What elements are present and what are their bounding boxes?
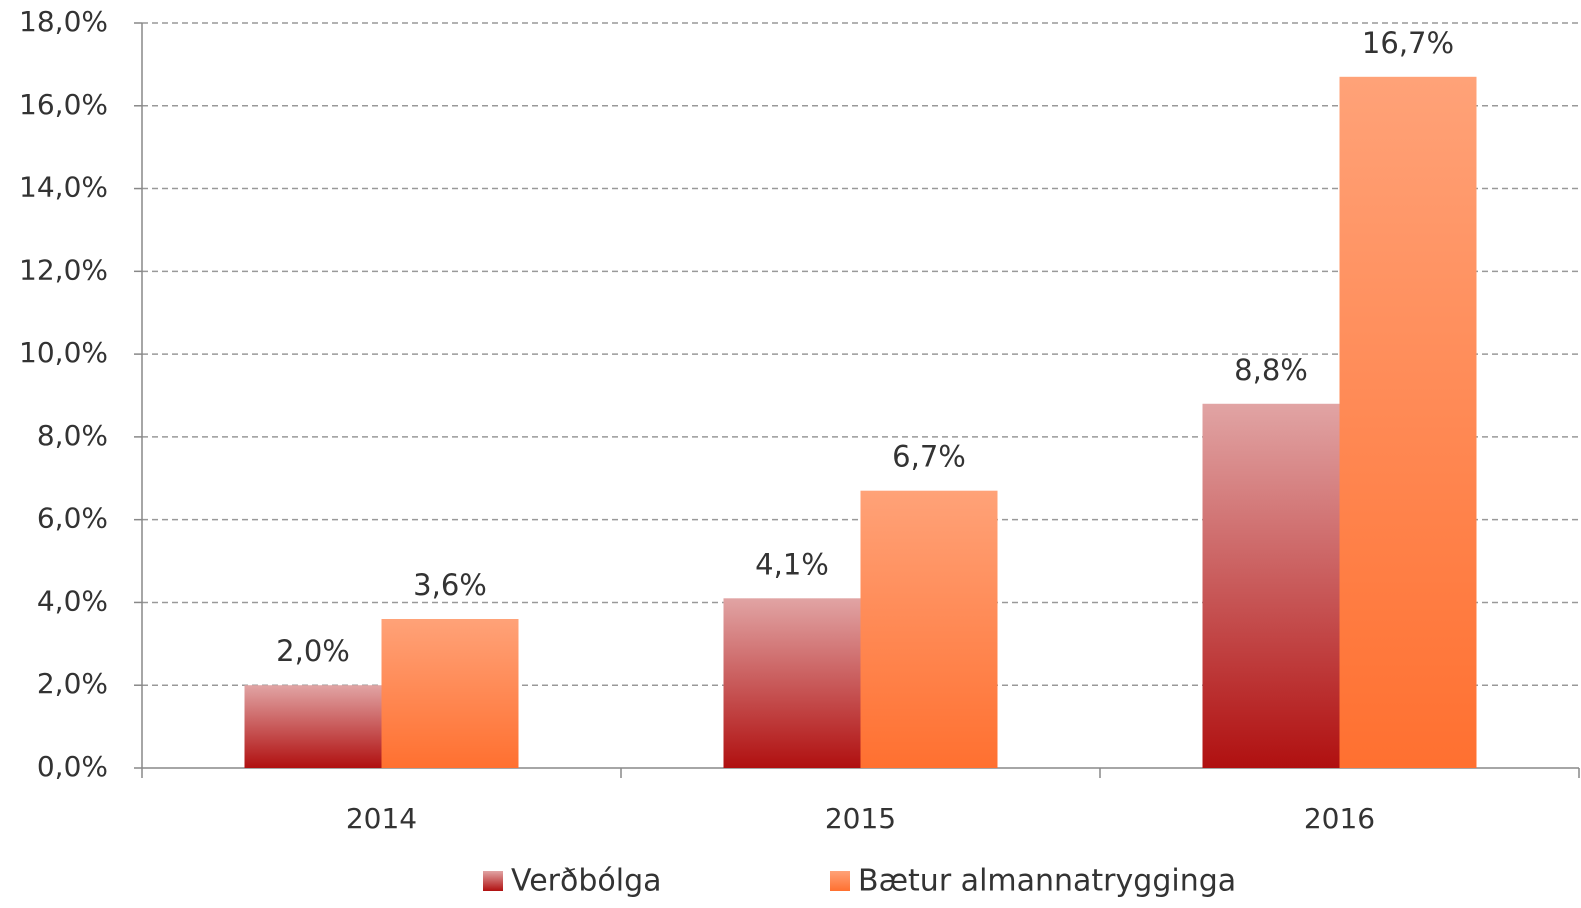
bar: [860, 490, 998, 768]
x-tick-label: 2015: [825, 802, 896, 835]
legend-label: Verðbólga: [511, 864, 662, 899]
y-tick-label: 14,0%: [19, 171, 108, 204]
legend-label: Bætur almannatrygginga: [858, 864, 1236, 899]
bar: [381, 619, 519, 768]
y-tick-label: 16,0%: [19, 88, 108, 121]
y-tick-label: 2,0%: [37, 667, 108, 700]
bar: [1202, 403, 1340, 768]
data-label: 2,0%: [276, 634, 350, 668]
y-tick-label: 6,0%: [37, 502, 108, 535]
bar: [1339, 76, 1477, 769]
data-label: 4,1%: [755, 547, 829, 581]
bar: [244, 685, 382, 768]
y-tick-label: 4,0%: [37, 584, 108, 617]
bar: [723, 598, 861, 768]
data-label: 6,7%: [892, 440, 966, 474]
data-label: 16,7%: [1362, 26, 1454, 60]
y-tick-label: 8,0%: [37, 419, 108, 452]
y-tick-label: 10,0%: [19, 336, 108, 369]
y-tick-label: 18,0%: [19, 5, 108, 38]
x-tick-label: 2016: [1304, 802, 1375, 835]
x-tick-label: 2014: [346, 802, 417, 835]
y-tick-label: 12,0%: [19, 253, 108, 286]
data-label: 3,6%: [413, 568, 487, 602]
data-label: 8,8%: [1234, 353, 1308, 387]
legend-swatch: [830, 871, 850, 891]
legend-swatch: [483, 871, 503, 891]
y-tick-label: 0,0%: [37, 750, 108, 783]
